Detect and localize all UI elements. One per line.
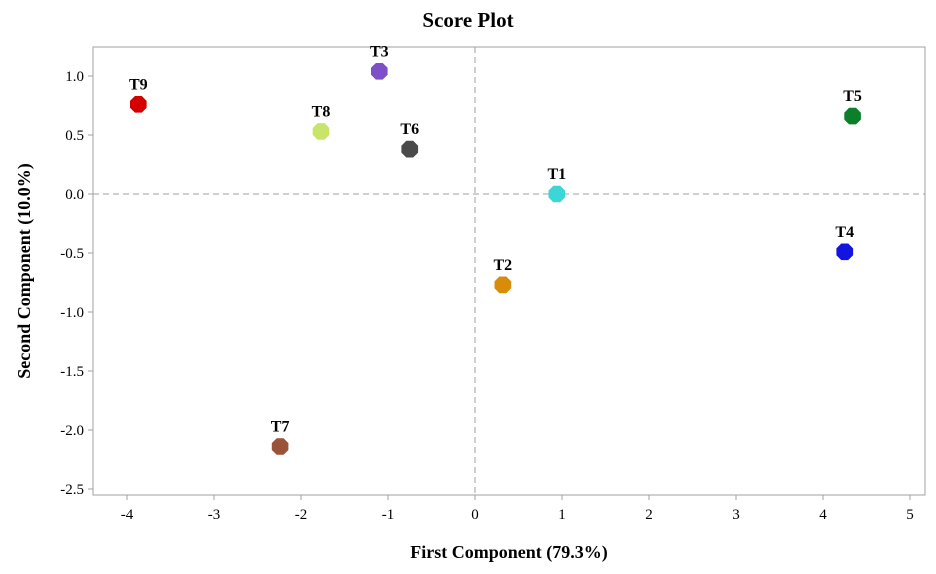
y-tick-label: -1.5 [60,364,84,380]
chart-title: Score Plot [422,8,513,32]
plot-frame [92,46,926,496]
data-label-t8: T8 [312,103,331,120]
x-tick-label: -1 [382,507,395,523]
x-tick-label: 2 [645,507,653,523]
data-label-t7: T7 [271,419,290,436]
data-point-t9 [130,96,147,113]
data-point-t3 [371,63,388,80]
data-point-t1 [548,185,566,203]
data-label-t1: T1 [547,166,566,183]
x-tick-label: 4 [819,507,827,523]
x-tick-label: 0 [471,507,479,523]
y-tick-label: -2.5 [60,482,84,498]
data-label-t5: T5 [843,88,862,105]
y-tick-label: -1.0 [60,305,84,321]
y-tick-label: 0.5 [65,128,84,144]
y-tick-label: -2.0 [60,423,84,439]
x-tick-label: -2 [295,507,308,523]
x-tick-label: 1 [558,507,566,523]
data-label-t9: T9 [129,76,148,93]
data-label-t6: T6 [400,121,419,138]
data-point-t7 [271,438,289,455]
data-label-t3: T3 [370,43,389,60]
x-tick-label: -3 [208,507,221,523]
x-axis-label: First Component (79.3%) [410,542,607,563]
y-tick-label: -0.5 [60,246,84,262]
data-point-t5 [844,107,861,125]
y-tick-label: 1.0 [65,69,84,85]
data-point-t4 [836,243,854,261]
x-tick-label: 5 [906,507,914,523]
data-point-t8 [312,123,330,140]
y-axis-label: Second Component (10.0%) [14,163,35,379]
data-point-t6 [401,140,419,158]
data-point-t2 [494,276,512,294]
x-tick-label: 3 [732,507,740,523]
data-label-t4: T4 [835,224,854,241]
data-label-t2: T2 [494,257,513,274]
x-tick-label: -4 [121,507,134,523]
y-tick-label: 0.0 [65,187,84,203]
